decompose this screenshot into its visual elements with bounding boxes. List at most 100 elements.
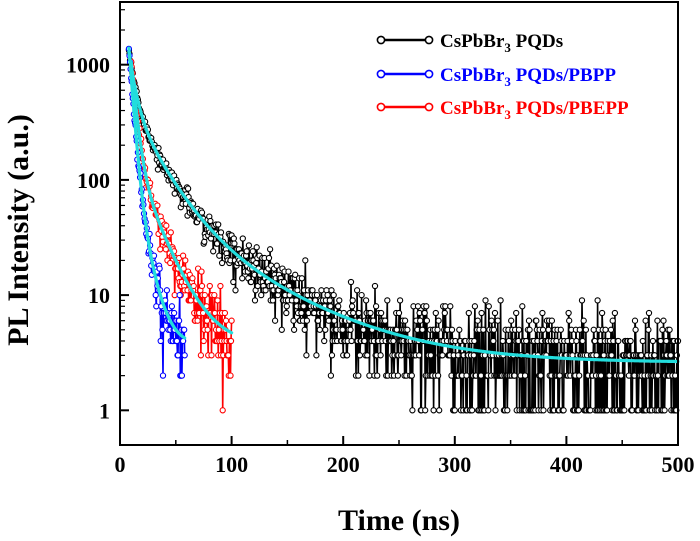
data-point <box>218 259 226 267</box>
data-point <box>422 407 429 414</box>
data-point <box>398 352 405 359</box>
data-point <box>298 275 306 282</box>
data-point <box>441 309 448 317</box>
data-point <box>227 372 234 379</box>
data-point <box>201 238 208 245</box>
data-point <box>485 407 492 414</box>
data-point <box>663 337 670 345</box>
data-point <box>632 326 639 333</box>
data-point <box>603 407 611 414</box>
data-point <box>227 337 235 345</box>
legend-marker-left-2 <box>376 102 386 112</box>
legend-label-2-sub: 3 <box>504 107 511 122</box>
data-point <box>611 309 619 317</box>
data-point <box>253 244 260 251</box>
data-point <box>451 407 458 414</box>
data-point <box>182 257 189 264</box>
data-point <box>290 317 297 324</box>
data-point <box>174 352 182 359</box>
data-point <box>526 326 533 333</box>
legend-entry-cspbbr3-pqds-pbpp: CsPbBr3 PQDs/PBPP <box>376 65 616 89</box>
data-point <box>211 291 218 299</box>
data-point <box>470 352 477 359</box>
data-point <box>157 337 164 345</box>
data-point <box>362 297 370 304</box>
data-point <box>355 372 362 379</box>
data-point <box>408 372 415 379</box>
data-point <box>358 291 365 299</box>
data-point <box>660 317 667 324</box>
data-point <box>217 282 224 290</box>
data-point <box>162 246 169 253</box>
x-axis-title: Time (ns) <box>338 504 460 537</box>
data-point <box>171 291 178 299</box>
legend-label-2: CsPbBr3 PQDs/PBEPP <box>440 98 629 122</box>
data-point <box>303 352 310 359</box>
data-point <box>217 229 225 236</box>
data-point <box>465 309 472 317</box>
data-point <box>434 372 442 379</box>
data-point <box>631 317 639 324</box>
data-point <box>302 257 309 264</box>
data-point <box>371 282 379 290</box>
data-point <box>651 352 658 359</box>
data-point <box>301 326 308 333</box>
data-point <box>505 337 513 345</box>
data-point <box>423 303 430 310</box>
data-point <box>579 337 586 345</box>
data-point <box>280 278 288 286</box>
data-point <box>293 297 300 304</box>
legend: CsPbBr3 PQDs CsPbBr3 PQDs/PBPP CsPbBr3 P… <box>376 31 629 122</box>
data-point <box>311 309 318 317</box>
data-point <box>573 337 580 345</box>
data-point <box>492 407 499 414</box>
fit-curve-2 <box>129 60 234 335</box>
data-point <box>231 240 238 247</box>
data-point <box>525 317 533 324</box>
legend-label-0-sub: 3 <box>504 40 511 55</box>
data-point <box>324 291 331 299</box>
x-tick-label: 200 <box>327 452 360 477</box>
data-point <box>511 372 518 379</box>
data-point <box>557 326 564 333</box>
data-point <box>645 326 652 333</box>
data-point <box>201 291 208 299</box>
data-point <box>533 317 540 324</box>
data-point <box>211 309 219 317</box>
data-point <box>627 337 634 345</box>
x-tick-label: 300 <box>438 452 471 477</box>
data-point <box>247 278 255 286</box>
data-point <box>395 309 403 317</box>
data-point <box>545 326 552 333</box>
data-point <box>367 309 374 317</box>
data-point <box>219 407 226 414</box>
data-point <box>566 317 573 324</box>
data-point <box>575 407 582 414</box>
data-point <box>230 235 237 242</box>
data-point <box>477 372 485 379</box>
data-point <box>659 326 666 333</box>
data-point <box>278 326 285 333</box>
data-point <box>396 297 404 304</box>
data-point <box>590 326 597 333</box>
data-point <box>173 337 181 345</box>
data-point <box>262 287 269 294</box>
data-point <box>313 352 320 359</box>
data-point <box>214 297 221 304</box>
data-point <box>609 317 616 324</box>
data-point <box>167 259 174 267</box>
data-point <box>521 372 529 379</box>
data-point <box>417 317 424 324</box>
data-point <box>654 317 661 324</box>
data-point <box>471 303 479 310</box>
data-point <box>253 259 260 267</box>
legend-label-0: CsPbBr3 PQDs <box>440 31 563 55</box>
data-point <box>377 309 385 317</box>
data-point <box>170 309 178 317</box>
data-point <box>239 235 246 242</box>
data-point <box>215 326 222 333</box>
data-point <box>539 326 547 333</box>
legend-marker-left-1 <box>376 69 386 79</box>
y-tick-label: 100 <box>77 168 110 193</box>
data-point <box>491 309 499 317</box>
